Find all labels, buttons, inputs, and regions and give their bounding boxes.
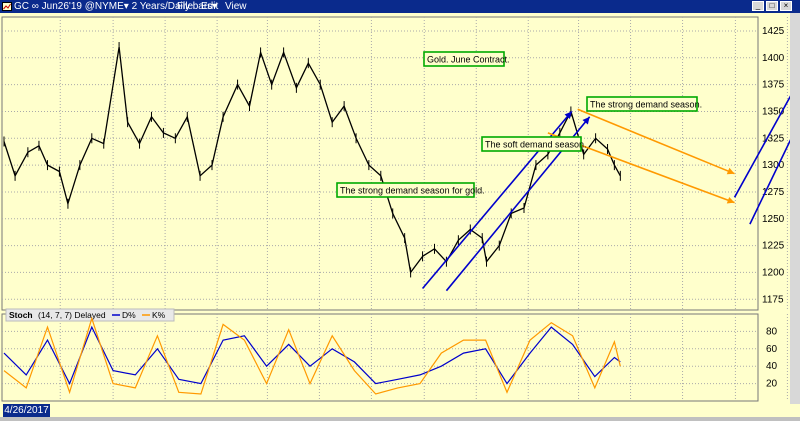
price-tick-label: 1325 (762, 133, 785, 144)
chart-logo-icon (2, 2, 12, 11)
annotation-text: The strong demand season. (590, 100, 702, 110)
annotation-text: The strong demand season for gold. (340, 186, 485, 196)
stoch-tick-label: 60 (766, 344, 778, 355)
stoch-line-d (3, 325, 621, 386)
price-tick-label: 1275 (762, 187, 785, 198)
stoch-tick-label: 40 (766, 361, 778, 372)
vertical-scrollbar (790, 13, 800, 404)
price-panel-frame (1, 16, 759, 311)
trend-arrowhead-soft-1 (726, 167, 735, 175)
trend-arrow-soft-1 (577, 108, 735, 175)
annotation-text: Gold. June Contract. (427, 55, 510, 65)
close-icon[interactable]: × (780, 1, 792, 11)
price-tick-label: 1225 (762, 241, 785, 252)
price-tick-label: 1400 (762, 53, 785, 64)
menu-view[interactable]: View (225, 1, 247, 12)
annotation-box (481, 136, 582, 152)
horizontal-scrollbar[interactable] (0, 417, 800, 421)
window-titlebar: GC ∞ Jun26'19 @NYME▾ 2 Years/Daily bars▾… (0, 0, 800, 13)
stoch-title: Stoch (9, 310, 33, 320)
price-tick-label: 1200 (762, 267, 785, 278)
price-tick-label: 1175 (762, 294, 784, 305)
trend-arrowhead-strong-2 (582, 116, 590, 125)
stoch-params: (14, 7, 7) Delayed (38, 310, 106, 320)
annotation-box (423, 51, 505, 67)
stoch-tick-label: 20 (766, 379, 778, 390)
stoch-line-k (3, 316, 621, 395)
menu-edit[interactable]: Edit (201, 1, 219, 12)
stoch-legend-k-label: K% (152, 310, 166, 320)
annotation-text: The soft demand season. (485, 140, 587, 150)
minimize-icon[interactable]: _ (752, 1, 764, 11)
price-tick-label: 1300 (762, 160, 785, 171)
price-tick-label: 1250 (762, 214, 785, 225)
stoch-legend-box (5, 308, 175, 322)
annotation-box (586, 96, 698, 112)
cursor-date-label: 4/26/2017 (3, 404, 50, 417)
trend-arrow-strong-3 (733, 77, 800, 198)
annotation-box (336, 182, 475, 198)
stoch-tick-label: 80 (766, 326, 778, 337)
stoch-panel-frame (1, 313, 759, 402)
maximize-icon[interactable]: □ (766, 1, 778, 11)
window-title: GC ∞ Jun26'19 @NYME▾ 2 Years/Daily bars▾ (14, 1, 218, 12)
gold-futures-chart[interactable]: 1175 1200 1225 1250 1275 1300 1325 1350 1375 1400… (0, 13, 800, 404)
price-tick-label: 1375 (762, 80, 785, 91)
price-bars (3, 42, 621, 278)
price-tick-label: 1350 (762, 106, 785, 117)
stoch-legend-d-label: D% (122, 310, 136, 320)
chart-background (0, 13, 800, 404)
price-tick-label: 1425 (762, 26, 785, 37)
menu-file[interactable]: File (177, 1, 194, 12)
trend-arrowhead-soft-2 (726, 196, 735, 204)
trend-arrowhead-strong-1 (564, 111, 572, 120)
